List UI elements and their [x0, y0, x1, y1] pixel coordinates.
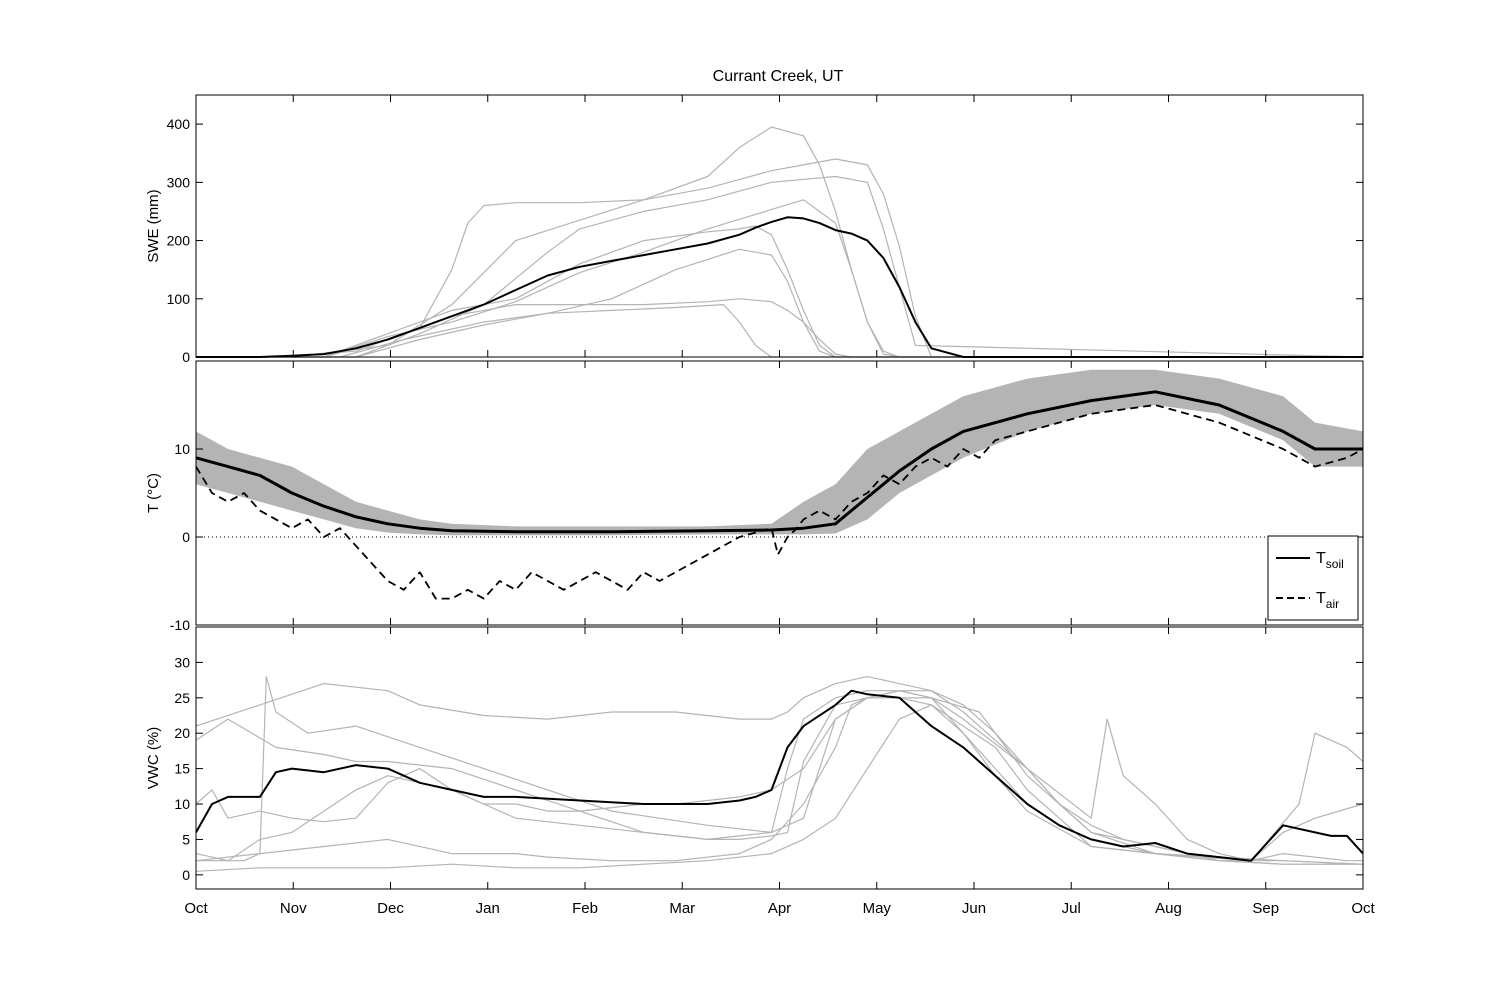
y-tick-label: 0	[182, 349, 190, 365]
y-tick-label: 400	[167, 116, 191, 132]
series-line-2-6	[195, 704, 1364, 872]
x-tick-label: Dec	[377, 900, 404, 917]
y-tick-label: 0	[182, 529, 190, 545]
series-line-0-8	[196, 175, 1364, 358]
series-line-0-3	[196, 199, 1363, 358]
soil-temperature-range-band-1	[196, 369, 1363, 536]
y-axis-label: VWC (%)	[145, 727, 162, 790]
y-tick-label: 10	[174, 796, 190, 812]
y-tick-label: 25	[174, 690, 190, 706]
y-tick-label: -10	[170, 617, 190, 633]
series-line-0-5	[196, 248, 1363, 358]
x-tick-label: Mar	[669, 900, 695, 917]
x-tick-label: Nov	[280, 900, 307, 917]
x-tick-label: Oct	[1351, 900, 1375, 917]
x-tick-label: Sep	[1252, 900, 1279, 917]
series-line-0-4	[196, 225, 1363, 358]
series-line-2-3	[195, 697, 1363, 862]
y-axis-label: SWE (mm)	[145, 189, 162, 262]
x-tick-label: Jul	[1062, 900, 1081, 917]
y-tick-label: 20	[174, 725, 190, 741]
y-tick-label: 100	[167, 291, 191, 307]
legend-box	[1267, 535, 1359, 621]
series-line-2-7	[195, 690, 1363, 865]
series-line-0-2	[196, 158, 1363, 358]
x-tick-label: Feb	[572, 900, 598, 917]
chart-title: Currant Creek, UT	[713, 68, 844, 85]
x-tick-label: Apr	[768, 900, 791, 917]
y-tick-label: 15	[174, 761, 190, 777]
y-tick-label: 200	[167, 233, 191, 249]
series-line-1-0	[195, 390, 1363, 534]
y-tick-label: 30	[174, 654, 190, 670]
y-tick-label: 300	[167, 174, 191, 190]
y-tick-label: 5	[182, 831, 190, 847]
x-tick-label: Aug	[1155, 900, 1182, 917]
series-line-0-7	[196, 304, 1363, 358]
x-tick-label: Oct	[184, 900, 208, 917]
series-line-0-0	[196, 216, 1363, 358]
series-line-2-1	[195, 676, 1364, 862]
x-tick-label: Jun	[962, 900, 986, 917]
y-tick-label: 0	[182, 867, 190, 883]
x-tick-label: May	[863, 900, 892, 917]
series-line-1-1	[195, 404, 1364, 600]
series-line-2-2	[195, 690, 1364, 865]
series-line-0-1	[196, 126, 1363, 358]
axes-frame-0	[195, 94, 1364, 358]
y-tick-label: 10	[174, 441, 190, 457]
x-tick-label: Jan	[476, 900, 500, 917]
y-axis-label: T (°C)	[145, 473, 162, 513]
series-line-2-0	[195, 689, 1364, 862]
